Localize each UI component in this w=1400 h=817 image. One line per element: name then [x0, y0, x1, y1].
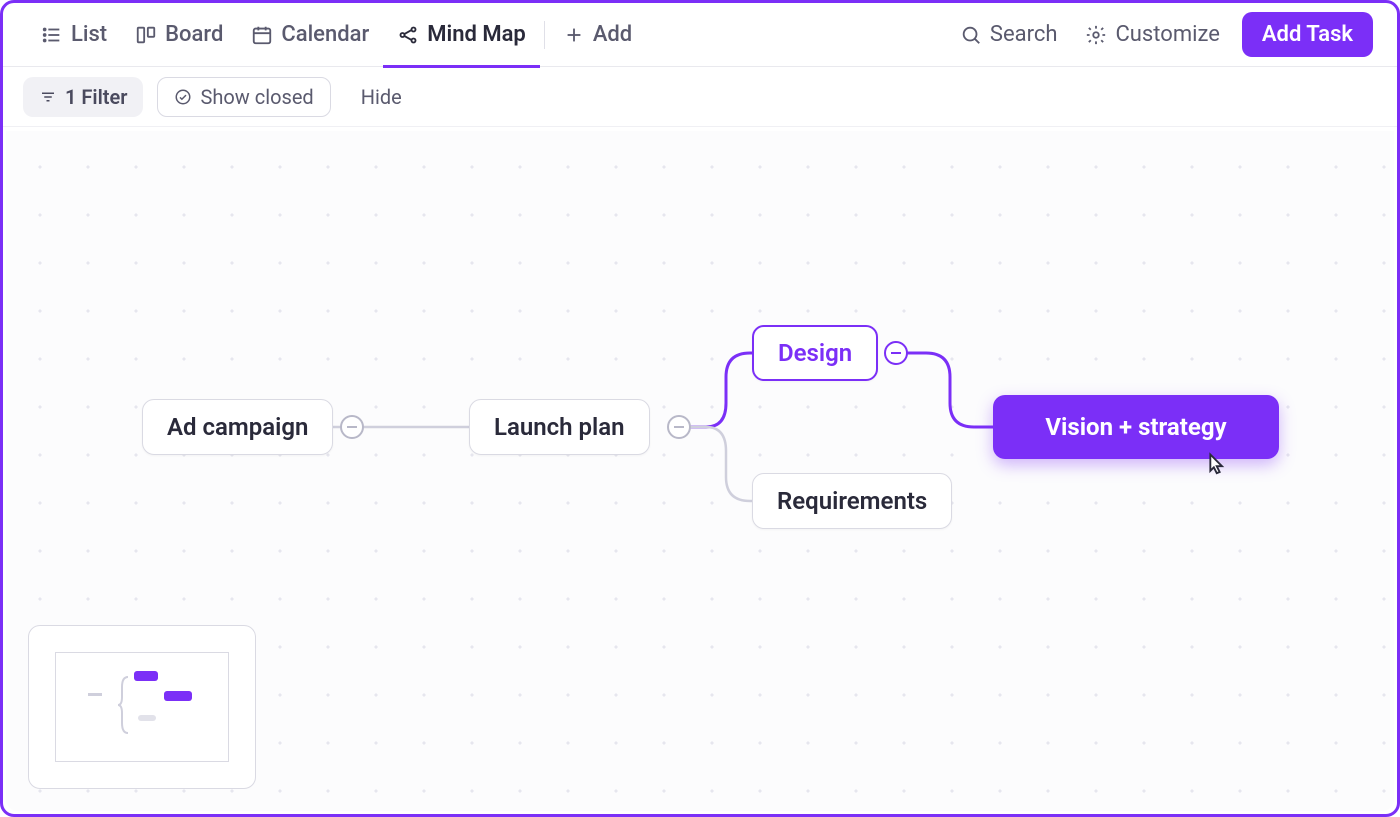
add-view-button[interactable]: Add: [549, 3, 646, 67]
check-circle-icon: [174, 88, 192, 106]
tab-label: Board: [165, 22, 223, 47]
minimap-shape: [134, 671, 158, 681]
hide-label: Hide: [361, 85, 402, 109]
mindmap-node-vision[interactable]: Vision + strategy: [993, 395, 1279, 459]
mindmap-node-req[interactable]: Requirements: [752, 473, 952, 529]
view-tabs-bar: List Board Calendar Mind Map Add Search …: [3, 3, 1397, 67]
plus-icon: [563, 24, 585, 46]
board-icon: [135, 24, 157, 46]
tab-mind-map[interactable]: Mind Map: [383, 3, 540, 67]
add-view-label: Add: [593, 22, 632, 47]
filter-pill[interactable]: 1 Filter: [23, 77, 143, 117]
minimap-viewport: [55, 652, 229, 762]
mindmap-node-ad[interactable]: Ad campaign: [142, 399, 333, 455]
minimap-shape: [164, 691, 192, 701]
search-button[interactable]: Search: [946, 3, 1072, 67]
search-label: Search: [990, 22, 1058, 47]
node-label: Vision + strategy: [1045, 413, 1226, 441]
node-label: Launch plan: [494, 413, 625, 441]
filter-icon: [39, 88, 57, 106]
mindmap-canvas[interactable]: Ad campaign Launch plan Design Requirements…: [6, 131, 1394, 811]
node-label: Ad campaign: [167, 413, 308, 441]
tab-label: Mind Map: [427, 22, 526, 47]
customize-button[interactable]: Customize: [1071, 3, 1233, 67]
tab-board[interactable]: Board: [121, 3, 237, 67]
minimap-shape: [138, 715, 156, 721]
search-icon: [960, 24, 982, 46]
show-closed-toggle[interactable]: Show closed: [157, 77, 330, 117]
mindmap-node-launch[interactable]: Launch plan: [469, 399, 650, 455]
filter-label: 1 Filter: [65, 85, 127, 109]
customize-label: Customize: [1115, 22, 1219, 47]
tab-separator: [544, 21, 545, 49]
add-task-button[interactable]: Add Task: [1242, 12, 1373, 57]
minimap[interactable]: [28, 625, 256, 789]
hide-button[interactable]: Hide: [345, 85, 418, 109]
add-task-label: Add Task: [1262, 22, 1353, 47]
tab-label: List: [71, 22, 107, 47]
calendar-icon: [251, 24, 273, 46]
collapse-toggle[interactable]: [884, 341, 908, 365]
gear-icon: [1085, 24, 1107, 46]
pointer-cursor-icon: [1201, 451, 1229, 479]
mindmap-icon: [397, 24, 419, 46]
collapse-toggle[interactable]: [340, 415, 364, 439]
filter-bar: 1 Filter Show closed Hide: [3, 67, 1397, 127]
node-label: Requirements: [777, 487, 927, 515]
list-icon: [41, 24, 63, 46]
node-label: Design: [778, 339, 852, 367]
minimap-shape: [88, 693, 102, 696]
tab-label: Calendar: [281, 22, 369, 47]
tab-list[interactable]: List: [27, 3, 121, 67]
tab-calendar[interactable]: Calendar: [237, 3, 383, 67]
mindmap-node-design[interactable]: Design: [752, 325, 878, 381]
collapse-toggle[interactable]: [667, 415, 691, 439]
show-closed-label: Show closed: [200, 85, 313, 109]
